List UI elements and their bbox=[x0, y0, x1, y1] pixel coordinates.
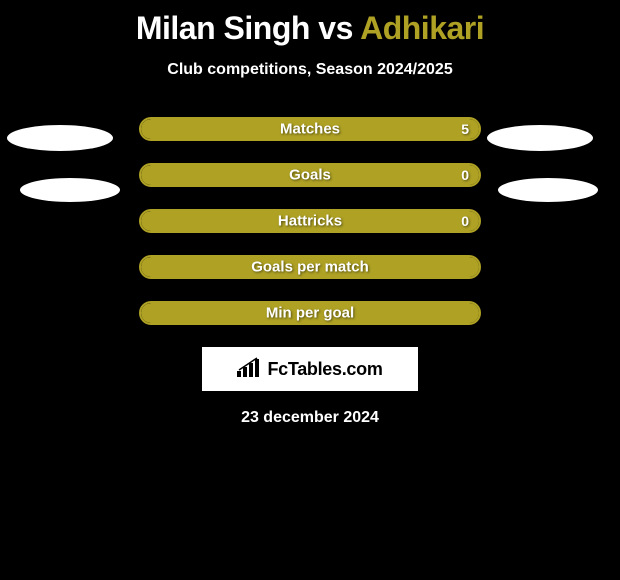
player2-name: Adhikari bbox=[360, 10, 484, 46]
vs-text: vs bbox=[318, 10, 353, 46]
logo-text: FcTables.com bbox=[267, 359, 382, 380]
subtitle: Club competitions, Season 2024/2025 bbox=[0, 61, 620, 79]
stats-container: Matches 5 Goals 0 Hattricks 0 Goals per match M… bbox=[139, 117, 481, 325]
stat-row: Min per goal bbox=[139, 301, 481, 325]
player1-name: Milan Singh bbox=[136, 10, 310, 46]
side-ellipse bbox=[20, 178, 120, 202]
stat-label: Goals per match bbox=[251, 259, 369, 276]
stat-value-right: 0 bbox=[461, 213, 469, 229]
stat-label: Matches bbox=[280, 121, 340, 138]
side-ellipse bbox=[487, 125, 593, 151]
side-ellipse bbox=[7, 125, 113, 151]
stat-label: Goals bbox=[289, 167, 331, 184]
stat-row: Hattricks 0 bbox=[139, 209, 481, 233]
stat-label: Min per goal bbox=[266, 305, 354, 322]
stat-label: Hattricks bbox=[278, 213, 342, 230]
stat-row: Goals per match bbox=[139, 255, 481, 279]
logo-box: FcTables.com bbox=[202, 347, 418, 391]
comparison-title: Milan Singh vs Adhikari bbox=[0, 0, 620, 47]
side-ellipse bbox=[498, 178, 598, 202]
stat-value-right: 5 bbox=[461, 121, 469, 137]
date-text: 23 december 2024 bbox=[0, 409, 620, 427]
stat-row: Matches 5 bbox=[139, 117, 481, 141]
stat-row: Goals 0 bbox=[139, 163, 481, 187]
chart-bars-icon bbox=[237, 357, 261, 382]
stat-value-right: 0 bbox=[461, 167, 469, 183]
